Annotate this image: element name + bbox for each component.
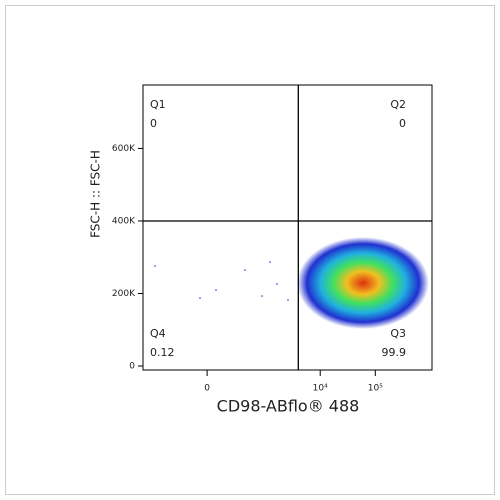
quadrant-percent: 0: [399, 117, 406, 130]
y-tick-label: 0: [129, 362, 135, 372]
quadrant-name: Q3: [390, 327, 406, 340]
quadrant-percent: 0: [150, 117, 157, 130]
y-tick-label: 400K: [112, 216, 136, 226]
y-tick-label: 200K: [112, 289, 136, 299]
sparse-events: [154, 261, 289, 301]
quadrant-name: Q4: [150, 327, 166, 340]
y-axis-title: FSC-H :: FSC-H: [89, 150, 103, 238]
plot-area: [142, 84, 433, 371]
x-tick-label: 0: [204, 384, 210, 394]
quadrant-name: Q2: [390, 98, 406, 111]
x-tick-label: 10⁵: [368, 384, 383, 394]
x-tick-label: 10⁴: [313, 384, 328, 394]
quadrant-percent: 99.9: [382, 346, 407, 359]
density-cloud: [297, 237, 429, 329]
y-tick-label: 600K: [112, 144, 136, 154]
frame: [5, 5, 495, 495]
quadrant-percent: 0.12: [150, 346, 175, 359]
quadrant-name: Q1: [150, 98, 166, 111]
x-axis-title: CD98-ABflo® 488: [217, 397, 360, 416]
